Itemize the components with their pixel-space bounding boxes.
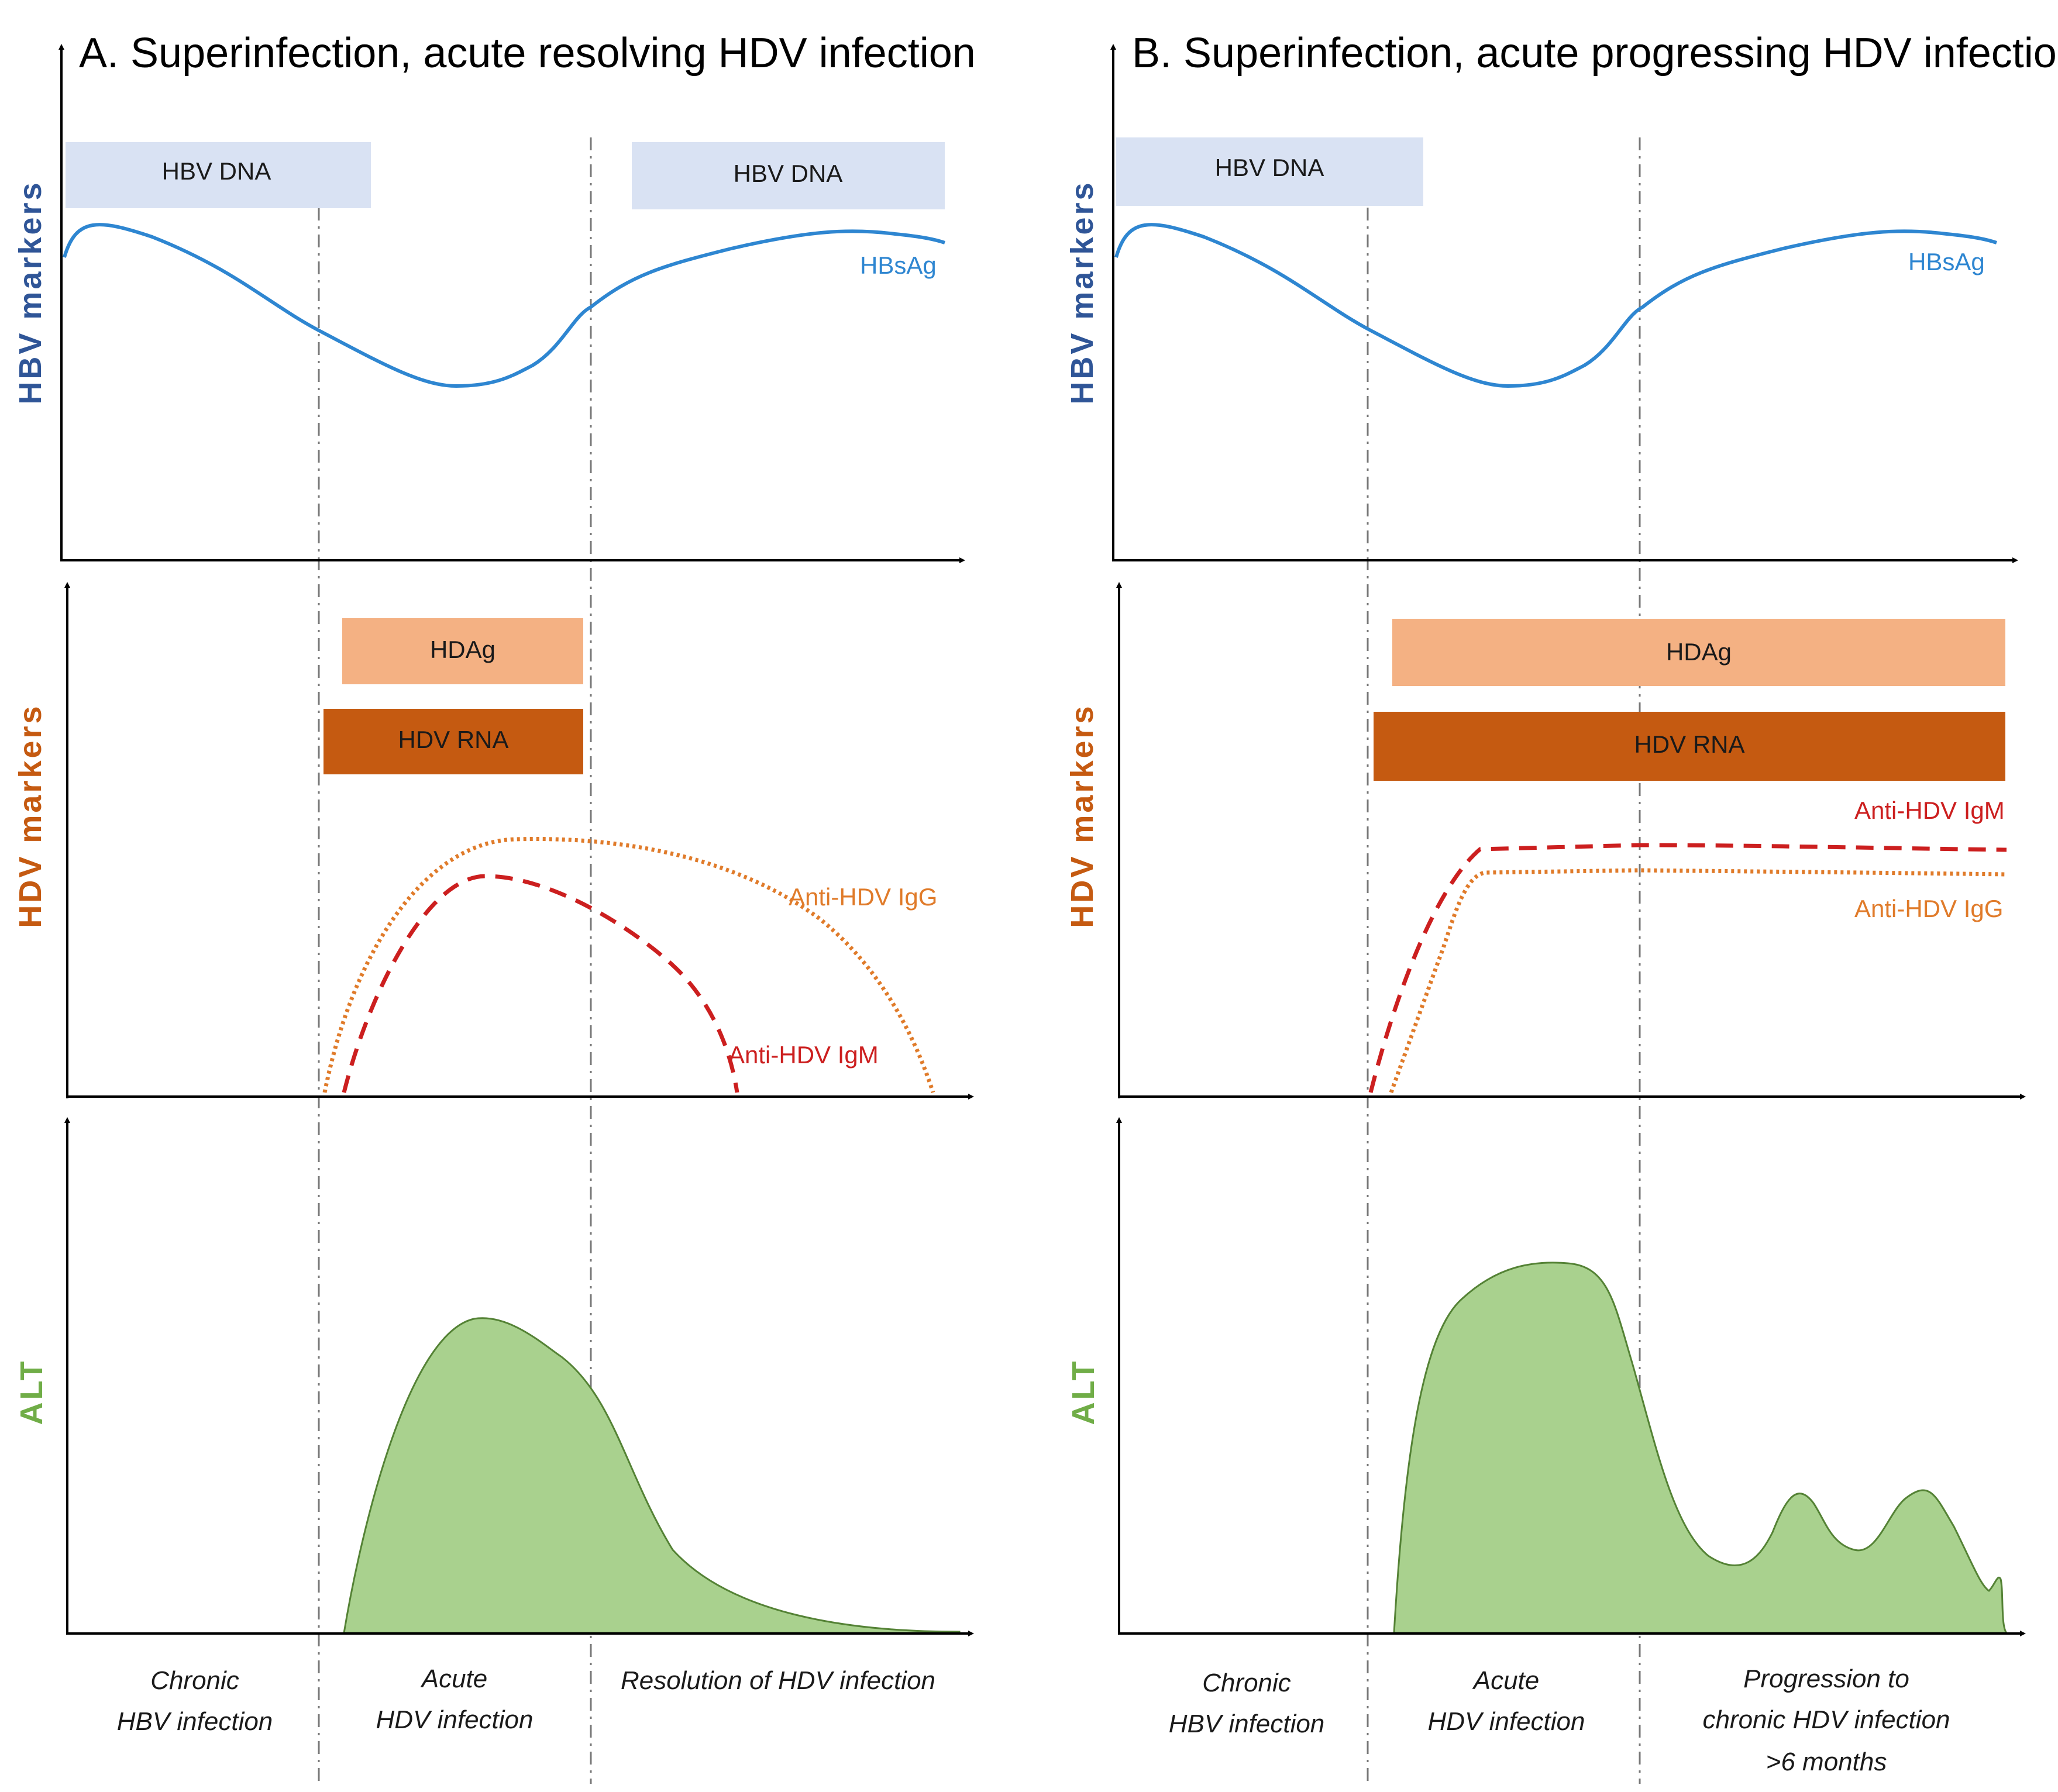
panel-b-hdv-rna-label: HDV RNA [1634,730,1744,758]
panel-b-hbv-axis-label: HBV markers [1065,180,1100,404]
panel-a-hdv-rna-box [324,709,583,774]
panel-a-hbv-dna-box-2 [632,142,945,209]
panel-b-phase-2-line-2: HDV infection [1427,1707,1585,1736]
panel-b-igg-label: Anti-HDV IgG [1854,895,2003,922]
panel-b-hdv-axis-label: HDV markers [1065,704,1100,928]
panel-b-phase-labels: Chronic HBV infection Acute HDV infectio… [1169,1665,1950,1776]
panel-a: A. Superinfection, acute resolving HDV i… [13,30,976,1784]
panel-a-hbv-dna-label-1: HBV DNA [162,157,271,185]
panel-b-alt-axis-label: ALT [1066,1359,1101,1425]
panel-b-igm-label: Anti-HDV IgM [1854,797,2005,824]
panel-b-hbv-dna-label: HBV DNA [1215,154,1324,181]
panel-a-hbsag-label: HBsAg [860,251,937,279]
panel-a-hdag-label: HDAg [430,636,495,663]
panel-b-hbv-section: HBV DNA HBsAg HBV markers [1065,44,2018,563]
panel-a-igg-label: Anti-HDV IgG [789,883,937,911]
panel-a-phase-labels: Chronic HBV infection Acute HDV infectio… [117,1665,935,1736]
panel-a-hdag-box [342,618,583,684]
panel-a-phase-2-line-1: Acute [420,1665,488,1693]
panel-a-alt-axis-label: ALT [14,1359,49,1425]
panel-a-phase-3-line-1: Resolution of HDV infection [621,1666,935,1695]
panel-b-title: B. Superinfection, acute progressing HDV… [1132,30,2058,77]
panel-a-hdv-section: HDAg HDV RNA Anti-HDV IgG Anti-HDV IgM H… [13,582,974,1100]
panel-a-hdv-axis-label: HDV markers [13,704,48,928]
panel-b-hbsag-label: HBsAg [1908,248,1985,275]
panel-a-hbv-dna-label-2: HBV DNA [734,160,843,187]
panel-b-igg-curve-line [1389,868,2007,1094]
panel-b-hdv-rna-box [1374,712,2005,781]
panel-a-hdv-rna-label: HDV RNA [398,726,508,753]
panel-a-igm-label: Anti-HDV IgM [728,1041,879,1069]
panel-b-hdag-label: HDAg [1666,638,1732,666]
panel-a-hbv-dna-box-1 [66,142,371,208]
panel-a-hbv-section: HBV DNA HBV DNA HBsAg HBV markers [13,44,965,563]
panel-a-phase-1-line-2: HBV infection [117,1707,273,1736]
panel-b-phase-3-line-1: Progression to [1743,1665,1909,1693]
panel-b-igm-curve [1368,843,2007,1093]
panel-b-phase-3-line-3: >6 months [1766,1748,1887,1776]
panel-b-phase-2-line-1: Acute [1472,1666,1540,1695]
panel-a-title: A. Superinfection, acute resolving HDV i… [79,30,976,77]
panel-b-phase-1-line-1: Chronic [1202,1669,1291,1697]
panel-b-hbsag-curve [1114,223,1997,388]
panel-b-phase-1-line-2: HBV infection [1169,1710,1325,1738]
panel-a-phase-1-line-1: Chronic [150,1666,239,1695]
panel-b-phase-3-line-2: chronic HDV infection [1702,1705,1950,1734]
panel-a-hbsag-curve [63,223,945,388]
panel-a-igm-curve [342,874,739,1093]
panel-b-alt-section: ALT [1066,1117,2026,1636]
panel-b-hdag-box [1392,619,2005,686]
panel-a-alt-area [343,1317,961,1634]
panel-a-alt-section: ALT [14,1117,974,1636]
panel-b-hbv-dna-box [1116,137,1423,206]
panel-a-hbv-axis-label: HBV markers [13,180,48,404]
panel-a-phase-2-line-2: HDV infection [376,1705,533,1734]
panel-b: B. Superinfection, acute progressing HDV… [1065,30,2058,1784]
panel-b-hdv-section: HDAg HDV RNA Anti-HDV IgM Anti-HDV IgG H… [1065,582,2026,1100]
panel-b-alt-area [1393,1262,2009,1634]
